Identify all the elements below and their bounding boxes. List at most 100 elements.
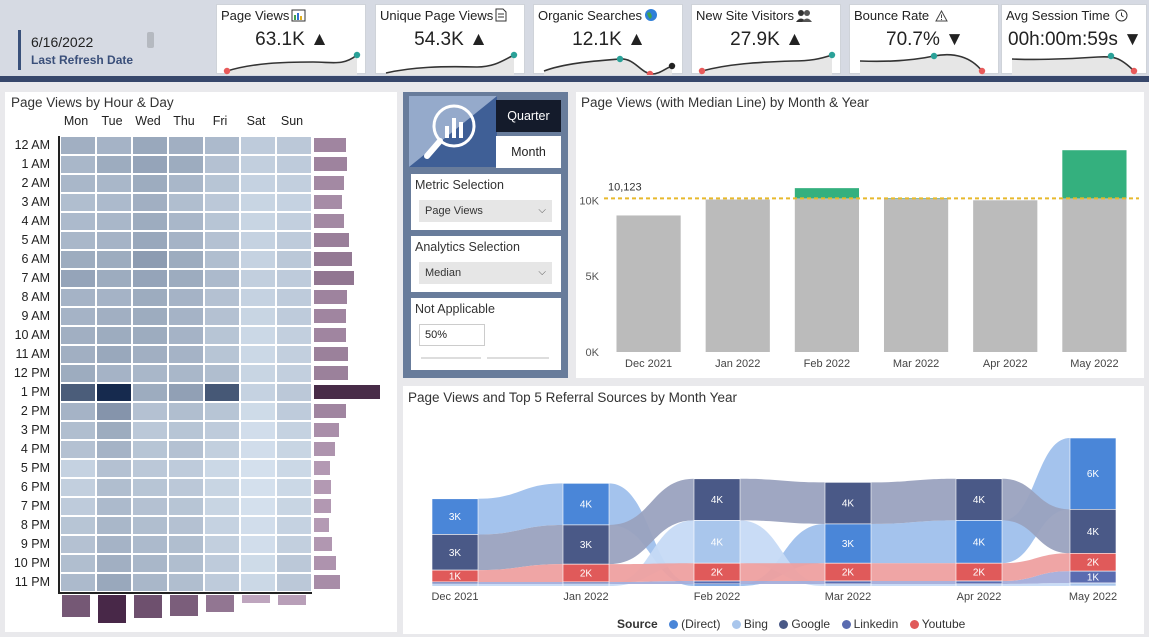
ribbon-segment[interactable] <box>693 520 741 564</box>
heatmap-hour-label: 1 PM <box>20 385 50 399</box>
ribbon-band[interactable] <box>740 581 825 584</box>
heatmap-hour-label: 10 AM <box>14 328 50 342</box>
heatmap-hour-label: 3 AM <box>21 195 51 209</box>
scroll-handle[interactable] <box>147 32 154 48</box>
heatmap-cell <box>96 212 132 231</box>
heatmap-cell <box>60 421 96 440</box>
kpi-value-text: 12.1K <box>572 29 622 50</box>
heatmap-cell <box>168 174 204 193</box>
ribbon-band[interactable] <box>871 584 956 586</box>
bar[interactable] <box>1062 198 1127 352</box>
ribbon-band[interactable] <box>478 582 563 584</box>
kpi-card-avg-session-time[interactable]: Avg Session Time 00h:00m:59s ▼ <box>1001 4 1147 75</box>
ribbon-segment[interactable] <box>955 478 1003 521</box>
bar[interactable] <box>616 215 681 352</box>
legend-item-linkedin[interactable]: Linkedin <box>841 617 899 631</box>
ribbon-band[interactable] <box>1002 478 1070 554</box>
ribbon-band[interactable] <box>871 520 956 564</box>
toggle-quarter[interactable]: Quarter <box>496 100 561 132</box>
heatmap-cell <box>96 155 132 174</box>
heatmap-cell <box>168 193 204 212</box>
heatmap-cell <box>204 497 240 516</box>
ribbon-band[interactable] <box>478 483 563 535</box>
heatmap-cell <box>132 345 168 364</box>
ribbon-segment[interactable] <box>955 580 1003 585</box>
ribbon-segment[interactable] <box>1069 582 1117 587</box>
ribbon-band[interactable] <box>609 478 694 565</box>
analytics-dropdown[interactable]: Median ⌵ <box>419 262 552 284</box>
heatmap-cell <box>240 440 276 459</box>
bar[interactable] <box>973 200 1038 352</box>
ribbon-band[interactable] <box>1002 553 1070 582</box>
heatmap-cell <box>276 421 312 440</box>
kpi-card-organic-searches[interactable]: Organic Searches 12.1K ▲ <box>533 4 683 75</box>
legend-item-bing[interactable]: Bing <box>731 617 768 631</box>
heatmap-cell <box>276 364 312 383</box>
ribbon-band[interactable] <box>609 581 694 584</box>
heatmap-cell <box>168 421 204 440</box>
slider-track-left[interactable] <box>421 357 481 359</box>
segment-label: 3K <box>580 540 593 551</box>
ribbon-segment[interactable] <box>824 583 872 587</box>
legend-item-google[interactable]: Google <box>779 617 830 631</box>
ribbon-segment[interactable] <box>1069 509 1117 554</box>
heatmap-cell <box>276 459 312 478</box>
ribbon-band[interactable] <box>871 563 956 582</box>
ribbon-band[interactable] <box>478 584 563 586</box>
bar[interactable] <box>794 198 860 352</box>
legend-item-youtube[interactable]: Youtube <box>909 617 965 631</box>
slider-track-right[interactable] <box>487 357 549 359</box>
heatmap-cell <box>60 345 96 364</box>
kpi-card-unique-page-views[interactable]: Unique Page Views 54.3K ▲ <box>375 4 525 75</box>
document-icon <box>495 8 507 25</box>
ribbon-band[interactable] <box>1002 571 1070 584</box>
ribbon-segment[interactable] <box>562 483 610 526</box>
legend-label: Linkedin <box>853 617 899 631</box>
not-applicable-title: Not Applicable <box>415 302 495 316</box>
ribbon-band[interactable] <box>871 478 956 524</box>
ribbon-band[interactable] <box>740 478 825 524</box>
heatmap-cell <box>132 174 168 193</box>
bar-above-median[interactable] <box>1062 150 1127 199</box>
ribbon-segment[interactable] <box>562 583 610 587</box>
ribbon-band[interactable] <box>871 581 956 584</box>
ribbon-band[interactable] <box>1002 583 1070 586</box>
ribbon-segment[interactable] <box>824 580 872 585</box>
ribbon-segment[interactable] <box>693 478 741 521</box>
ribbon-band[interactable] <box>740 520 825 586</box>
ribbon-segment[interactable] <box>824 482 872 525</box>
kpi-card-bounce-rate[interactable]: Bounce Rate 70.7% ▼ <box>849 4 999 75</box>
heatmap-cell <box>60 497 96 516</box>
heatmap-cell <box>96 535 132 554</box>
ribbon-segment[interactable] <box>955 520 1003 564</box>
ribbon-band[interactable] <box>740 563 825 582</box>
heatmap-cell <box>96 136 132 155</box>
kpi-card-page-views[interactable]: Page Views 63.1K ▲ <box>216 4 366 75</box>
kpi-card-new-site-visitors[interactable]: New Site Visitors 27.9K ▲ <box>691 4 842 75</box>
ribbon-segment[interactable] <box>431 498 479 535</box>
bar[interactable] <box>705 199 770 352</box>
heatmap-day-label: Sun <box>280 114 304 128</box>
ribbon-segment[interactable] <box>824 523 872 564</box>
kpi-value: 27.9K ▲ <box>692 29 842 51</box>
ribbon-band[interactable] <box>609 520 694 586</box>
ribbon-band[interactable] <box>478 524 563 571</box>
percentile-input[interactable]: 50% <box>419 324 485 346</box>
legend-item-direct[interactable]: (Direct) <box>669 617 720 631</box>
ribbon-segment[interactable] <box>693 580 741 585</box>
heatmap-cell <box>204 364 240 383</box>
ribbon-segment[interactable] <box>955 583 1003 587</box>
ribbon-band[interactable] <box>478 564 563 582</box>
bar-above-median[interactable] <box>794 188 860 199</box>
ribbon-band[interactable] <box>609 563 694 582</box>
metric-dropdown[interactable]: Page Views ⌵ <box>419 200 552 222</box>
heatmap-cell <box>60 364 96 383</box>
ribbon-segment[interactable] <box>562 524 610 565</box>
bar[interactable] <box>883 198 949 352</box>
ribbon-segment[interactable] <box>693 583 741 587</box>
ribbon-segment[interactable] <box>431 583 479 587</box>
ribbon-segment[interactable] <box>1069 437 1117 510</box>
heatmap-cell <box>168 459 204 478</box>
heatmap-cell <box>276 535 312 554</box>
toggle-month[interactable]: Month <box>496 136 561 168</box>
